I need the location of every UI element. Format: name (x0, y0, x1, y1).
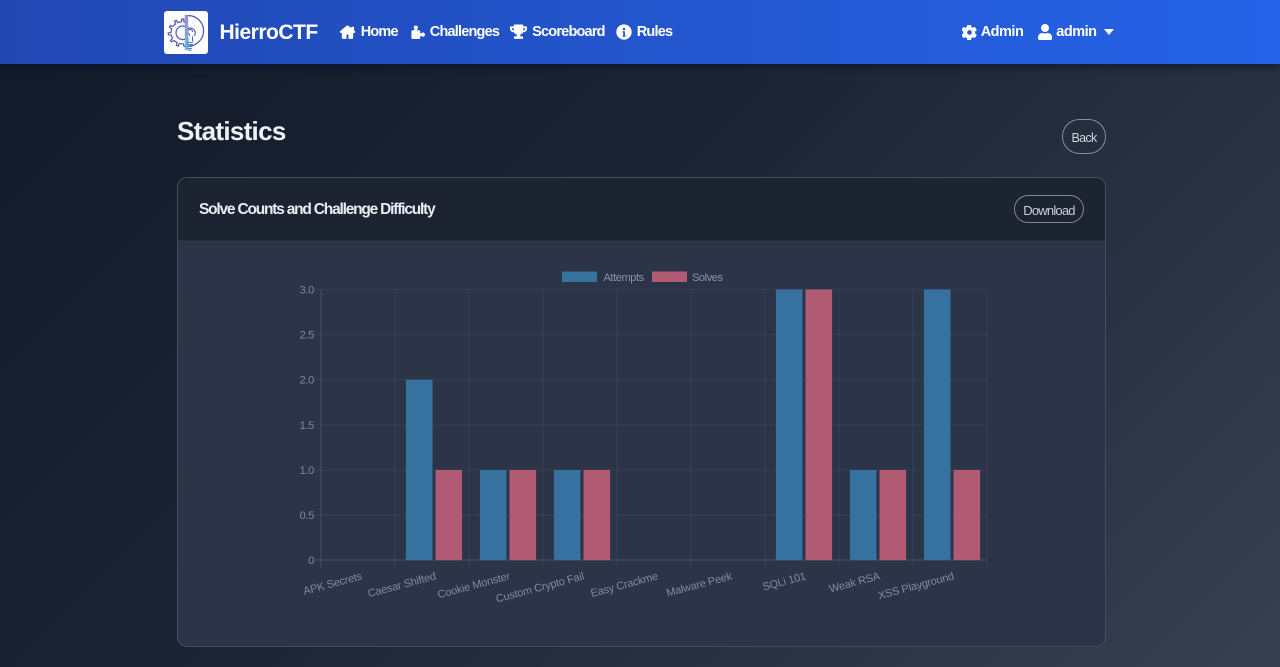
svg-text:Malware Peek: Malware Peek (665, 570, 734, 599)
svg-text:2.0: 2.0 (300, 375, 315, 387)
svg-text:Caesar Shifted: Caesar Shifted (367, 570, 438, 600)
svg-text:Easy Crackme: Easy Crackme (589, 570, 659, 600)
svg-text:1.5: 1.5 (300, 420, 315, 432)
svg-text:APK Secrets: APK Secrets (302, 570, 364, 597)
svg-text:XSS Playground: XSS Playground (877, 570, 955, 602)
svg-text:1.0: 1.0 (300, 465, 315, 477)
svg-text:0.5: 0.5 (300, 510, 315, 522)
svg-text:0: 0 (308, 555, 314, 567)
svg-text:Weak RSA: Weak RSA (828, 570, 882, 595)
svg-text:2.5: 2.5 (300, 330, 315, 342)
svg-text:Attempts: Attempts (604, 272, 645, 284)
svg-text:3.0: 3.0 (300, 285, 315, 297)
svg-text:Solves: Solves (692, 272, 724, 284)
svg-text:SQLi 101: SQLi 101 (761, 570, 807, 593)
